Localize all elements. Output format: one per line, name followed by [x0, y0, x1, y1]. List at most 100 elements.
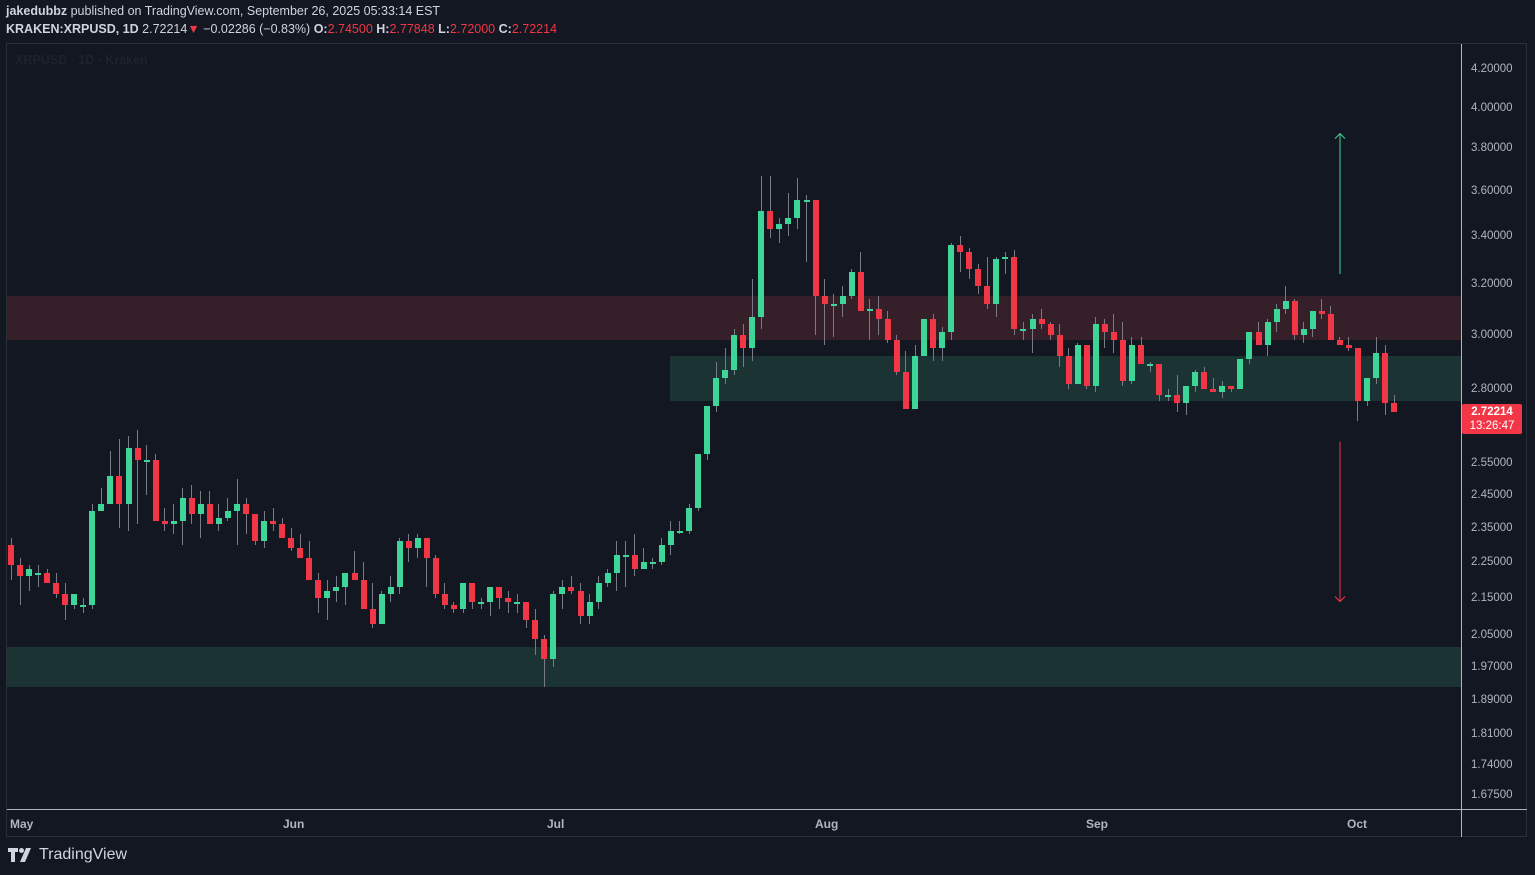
open-label: O:	[313, 22, 328, 36]
price-change: −0.02286 (−0.83%)	[203, 22, 311, 36]
candle-down	[1255, 332, 1262, 346]
candle-up	[667, 530, 674, 545]
candle-wick	[37, 565, 39, 587]
candle-wick	[570, 576, 572, 595]
publisher-name: jakedubbz	[6, 4, 68, 18]
candle-down	[957, 245, 964, 253]
candle-wick	[489, 586, 491, 617]
close-label: C:	[498, 22, 512, 36]
chart-frame	[6, 43, 1527, 837]
low-label: L:	[438, 22, 450, 36]
target-up-arrow-icon	[1334, 132, 1346, 274]
candle-up	[1282, 301, 1289, 309]
candle-wick	[833, 293, 835, 338]
candle-wick	[679, 520, 681, 535]
candle-down	[1083, 345, 1090, 387]
price-axis-label: 2.35000	[1471, 521, 1513, 534]
candle-down	[116, 475, 123, 505]
candle-down	[1318, 311, 1325, 314]
candle-up	[713, 378, 720, 407]
candle-wick	[146, 444, 148, 495]
candle-wick	[326, 579, 328, 621]
candle-wick	[498, 586, 500, 609]
candle-up	[1246, 332, 1253, 359]
candle-down	[17, 565, 24, 577]
time-axis-label-aug: Aug	[815, 817, 839, 831]
candle-down	[351, 572, 358, 580]
price-axis-label: 2.05000	[1471, 629, 1513, 642]
candle-wick	[1032, 313, 1034, 354]
candle-down	[975, 269, 982, 287]
candle-down	[767, 210, 774, 229]
candle-up	[1128, 345, 1135, 381]
candle-down	[1228, 386, 1235, 390]
candle-up	[948, 245, 955, 333]
candle-down	[1336, 340, 1343, 346]
last-price-tag-value: 2.72214	[1471, 406, 1513, 418]
candle-down	[532, 620, 539, 640]
price-axis-label: 3.40000	[1471, 229, 1513, 242]
candle-down	[884, 319, 891, 340]
candle-down	[288, 537, 295, 548]
candle-wick	[372, 583, 374, 628]
candle-up	[848, 271, 855, 297]
candle-wick	[986, 257, 988, 309]
candle-up	[125, 447, 132, 505]
candle-up	[197, 504, 204, 515]
candle-up	[613, 554, 620, 573]
candle-up	[1364, 378, 1370, 401]
candle-up	[514, 601, 521, 604]
close-value: 2.72214	[511, 22, 558, 36]
candle-wick	[787, 192, 789, 236]
price-axis-label: 2.25000	[1471, 555, 1513, 568]
symbol-label: KRAKEN:XRPUSD, 1D	[6, 22, 139, 36]
candle-up	[604, 572, 611, 584]
candle-up	[1074, 345, 1081, 384]
candle-up	[649, 561, 656, 564]
candle-wick	[344, 572, 346, 606]
price-axis-label: 3.60000	[1471, 184, 1513, 197]
candle-up	[686, 507, 692, 531]
chart-plot-area[interactable]: XRPUSD · 1D · Kraken	[7, 44, 1461, 809]
candle-up	[1020, 329, 1027, 332]
last-price-tag: 2.72214 13:26:47	[1462, 404, 1522, 434]
support-lower-zone	[7, 647, 1461, 688]
candle-wick	[724, 348, 726, 384]
candle-up	[1237, 358, 1244, 390]
tradingview-logo[interactable]: TradingView	[8, 846, 127, 864]
candle-up	[460, 583, 466, 609]
candle-down	[297, 548, 304, 559]
candle-down	[1047, 324, 1054, 335]
price-axis-label: 2.15000	[1471, 591, 1513, 604]
candle-down	[441, 594, 448, 606]
candle-wick	[100, 488, 102, 511]
candle-wick	[408, 534, 410, 562]
candle-up	[98, 504, 105, 511]
candle-down	[134, 447, 141, 460]
candle-down	[1156, 364, 1163, 395]
candle-down	[206, 504, 213, 525]
candle-up	[1092, 324, 1099, 387]
candle-up	[559, 586, 566, 595]
candle-down	[252, 514, 259, 542]
candle-up	[1183, 386, 1190, 404]
candle-down	[984, 286, 991, 304]
candle-down	[577, 590, 584, 617]
candle-up	[396, 541, 403, 587]
brand-name: TradingView	[39, 846, 128, 863]
candle-up	[1264, 321, 1271, 346]
candle-down	[740, 334, 747, 348]
candle-down	[496, 586, 503, 598]
candle-up	[170, 520, 177, 525]
candle-down	[188, 497, 195, 515]
candle-wick	[200, 491, 202, 538]
candle-up	[839, 296, 846, 304]
candle-wick	[1285, 286, 1287, 314]
candle-up	[939, 332, 946, 348]
candle-up	[1165, 394, 1172, 397]
candle-down	[1065, 356, 1072, 384]
candle-down	[568, 586, 575, 591]
candle-down	[541, 639, 548, 659]
candle-down	[62, 594, 69, 606]
candle-up	[640, 561, 647, 569]
